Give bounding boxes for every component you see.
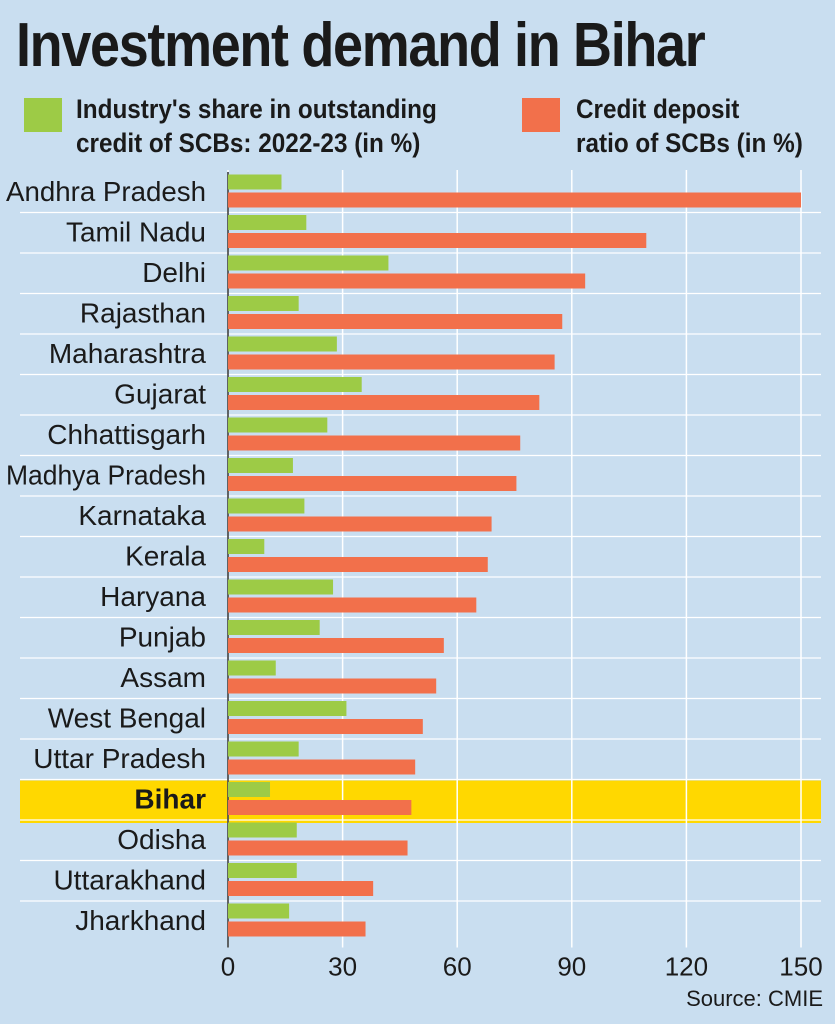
bar-industry-share — [228, 377, 362, 392]
category-label: Haryana — [100, 581, 206, 612]
category-label: Madhya Pradesh — [6, 460, 206, 491]
bar-credit-deposit — [228, 516, 492, 532]
legend-line-2: credit of SCBs: 2022-23 (in %) — [76, 128, 421, 158]
highlight-band — [20, 780, 821, 823]
source-note: Source: CMIE — [686, 986, 823, 1011]
category-label: Punjab — [119, 622, 206, 653]
category-label: Rajasthan — [80, 298, 206, 329]
bar-credit-deposit — [228, 800, 412, 815]
category-label: Uttarakhand — [53, 865, 206, 896]
bar-industry-share — [228, 336, 337, 352]
bar-industry-share — [228, 701, 347, 716]
bar-credit-deposit — [228, 476, 517, 491]
category-label: West Bengal — [48, 703, 206, 734]
category-label: Tamil Nadu — [66, 217, 206, 248]
bar-industry-share — [228, 498, 305, 514]
bar-industry-share — [228, 215, 307, 230]
bar-credit-deposit — [228, 678, 437, 694]
bar-credit-deposit — [228, 759, 416, 775]
bar-credit-deposit — [228, 435, 521, 451]
legend-label-industry-share: Industry's share in outstanding credit o… — [76, 92, 437, 160]
category-label: Assam — [120, 662, 206, 693]
legend-line-2: ratio of SCBs (in %) — [576, 128, 803, 158]
category-label: Andhra Pradesh — [6, 176, 206, 207]
category-label: Jharkhand — [75, 905, 206, 936]
bar-credit-deposit — [228, 840, 408, 856]
bar-industry-share — [228, 579, 334, 595]
bar-industry-share — [228, 782, 271, 797]
bar-credit-deposit — [228, 273, 586, 289]
bar-industry-share — [228, 822, 297, 838]
category-label: Delhi — [142, 257, 206, 288]
bar-credit-deposit — [228, 395, 540, 410]
bar-credit-deposit — [228, 314, 563, 329]
legend-swatch-green — [24, 98, 62, 132]
legend-label-credit-deposit: Credit deposit ratio of SCBs (in %) — [576, 92, 803, 160]
x-tick-label: 0 — [221, 952, 235, 982]
chart-title: Investment demand in Bihar — [16, 11, 706, 80]
x-tick-label: 120 — [665, 952, 708, 982]
bar-credit-deposit — [228, 921, 366, 937]
category-label: Maharashtra — [49, 338, 207, 369]
bar-credit-deposit — [228, 233, 647, 248]
x-tick-label: 90 — [557, 952, 586, 982]
legend-line-1: Credit deposit — [576, 94, 740, 124]
bar-industry-share — [228, 539, 265, 554]
bar-credit-deposit — [228, 354, 555, 370]
bar-industry-share — [228, 863, 297, 878]
bar-credit-deposit — [228, 638, 444, 653]
bar-credit-deposit — [228, 557, 488, 572]
category-label: Gujarat — [114, 379, 206, 410]
bar-credit-deposit — [228, 192, 801, 208]
legend-swatch-orange — [522, 98, 560, 132]
x-tick-label: 30 — [328, 952, 357, 982]
bar-industry-share — [228, 741, 299, 757]
bar-industry-share — [228, 660, 276, 676]
bar-industry-share — [228, 620, 320, 635]
category-label: Karnataka — [78, 500, 206, 531]
legend-line-1: Industry's share in outstanding — [76, 94, 437, 124]
category-label: Odisha — [117, 824, 206, 855]
bar-industry-share — [228, 255, 389, 271]
x-tick-label: 150 — [779, 952, 822, 982]
bar-credit-deposit — [228, 881, 374, 896]
bar-industry-share — [228, 903, 290, 919]
bar-industry-share — [228, 296, 299, 311]
category-label: Uttar Pradesh — [33, 743, 206, 774]
category-label: Bihar — [134, 784, 206, 815]
category-label: Kerala — [125, 541, 206, 572]
bar-credit-deposit — [228, 719, 423, 734]
bar-industry-share — [228, 174, 282, 190]
bar-industry-share — [228, 458, 293, 473]
category-label: Chhattisgarh — [47, 419, 206, 450]
bar-industry-share — [228, 417, 328, 433]
x-tick-label: 60 — [443, 952, 472, 982]
bar-credit-deposit — [228, 597, 477, 613]
